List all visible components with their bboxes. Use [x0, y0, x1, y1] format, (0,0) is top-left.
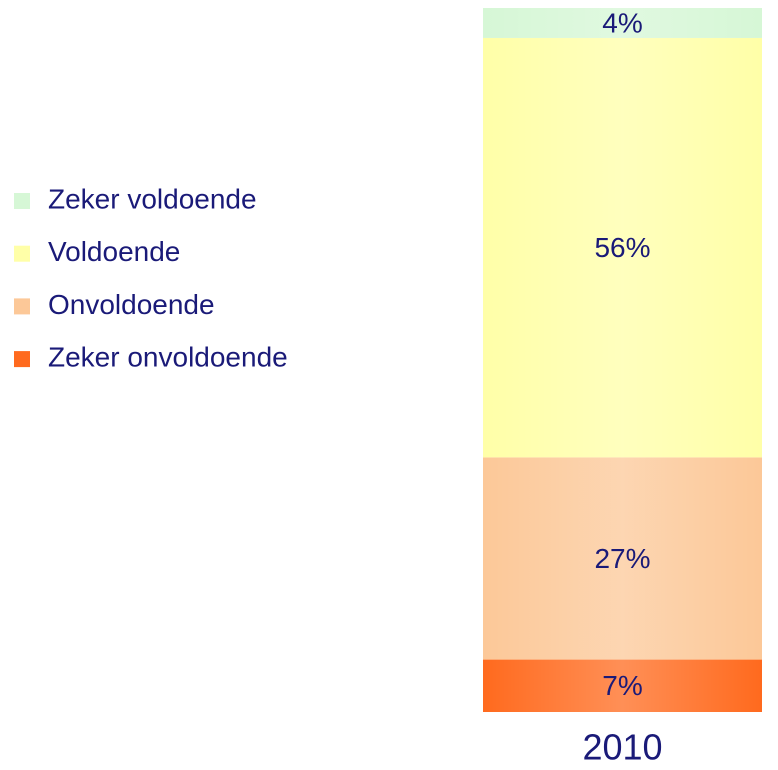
- legend-label: Zeker voldoende: [48, 183, 257, 214]
- x-tick-label: 2010: [582, 727, 662, 768]
- segment-shade: [483, 457, 762, 660]
- data-label: 56%: [594, 232, 650, 263]
- data-label: 27%: [594, 543, 650, 574]
- legend-swatch: [14, 245, 30, 262]
- data-label: 4%: [602, 7, 642, 38]
- segment-shade: [483, 37, 762, 458]
- legend-swatch: [14, 193, 30, 209]
- legend-swatch: [14, 351, 30, 368]
- segment-shade: [483, 659, 762, 712]
- legend-label: Voldoende: [48, 236, 180, 267]
- segment-shade: [483, 8, 762, 38]
- data-label: 7%: [602, 670, 642, 701]
- legend-label: Zeker onvoldoende: [48, 341, 288, 372]
- legend-label: Onvoldoende: [48, 289, 215, 320]
- legend-swatch: [14, 298, 30, 315]
